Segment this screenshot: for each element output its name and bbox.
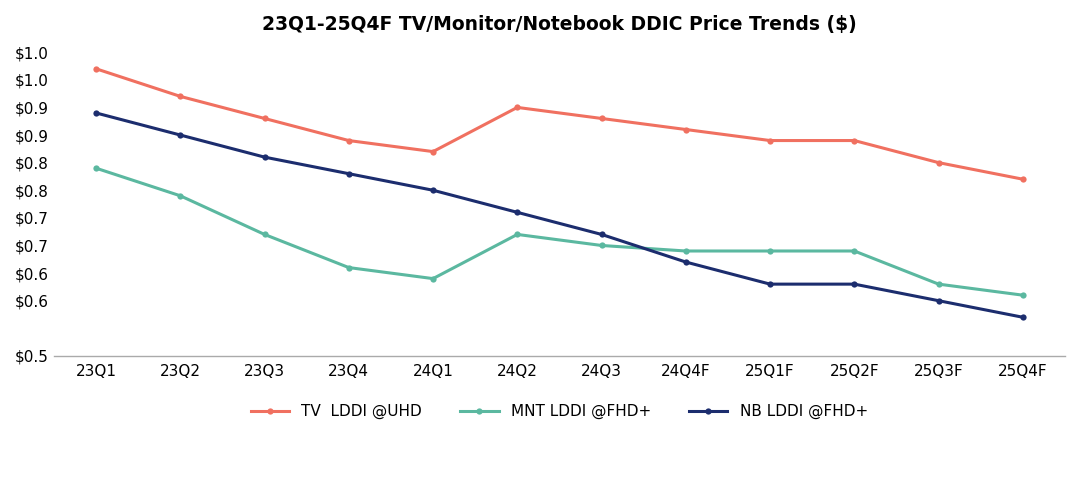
NB LDDI @FHD+ bbox=[342, 171, 355, 176]
MNT LDDI @FHD+ bbox=[679, 248, 692, 254]
TV  LDDI @UHD bbox=[427, 149, 440, 155]
NB LDDI @FHD+ bbox=[932, 298, 945, 304]
MNT LDDI @FHD+ bbox=[511, 231, 524, 237]
NB LDDI @FHD+ bbox=[679, 259, 692, 265]
TV  LDDI @UHD bbox=[932, 160, 945, 166]
TV  LDDI @UHD bbox=[679, 126, 692, 132]
MNT LDDI @FHD+ bbox=[174, 193, 187, 199]
TV  LDDI @UHD bbox=[258, 116, 271, 122]
NB LDDI @FHD+ bbox=[174, 132, 187, 138]
Legend: TV  LDDI @UHD, MNT LDDI @FHD+, NB LDDI @FHD+: TV LDDI @UHD, MNT LDDI @FHD+, NB LDDI @F… bbox=[245, 398, 874, 426]
MNT LDDI @FHD+ bbox=[90, 165, 103, 171]
TV  LDDI @UHD bbox=[511, 104, 524, 110]
NB LDDI @FHD+ bbox=[511, 209, 524, 215]
MNT LDDI @FHD+ bbox=[932, 281, 945, 287]
MNT LDDI @FHD+ bbox=[595, 243, 608, 248]
TV  LDDI @UHD bbox=[174, 93, 187, 99]
TV  LDDI @UHD bbox=[1016, 176, 1029, 182]
MNT LDDI @FHD+ bbox=[258, 231, 271, 237]
Title: 23Q1-25Q4F TV/Monitor/Notebook DDIC Price Trends ($): 23Q1-25Q4F TV/Monitor/Notebook DDIC Pric… bbox=[262, 15, 856, 34]
MNT LDDI @FHD+ bbox=[764, 248, 777, 254]
MNT LDDI @FHD+ bbox=[342, 265, 355, 271]
TV  LDDI @UHD bbox=[342, 138, 355, 143]
Line: MNT LDDI @FHD+: MNT LDDI @FHD+ bbox=[93, 165, 1026, 298]
TV  LDDI @UHD bbox=[595, 116, 608, 122]
MNT LDDI @FHD+ bbox=[848, 248, 861, 254]
MNT LDDI @FHD+ bbox=[1016, 292, 1029, 298]
NB LDDI @FHD+ bbox=[1016, 314, 1029, 320]
NB LDDI @FHD+ bbox=[427, 187, 440, 193]
Line: NB LDDI @FHD+: NB LDDI @FHD+ bbox=[93, 110, 1026, 320]
TV  LDDI @UHD bbox=[848, 138, 861, 143]
TV  LDDI @UHD bbox=[90, 66, 103, 71]
NB LDDI @FHD+ bbox=[258, 154, 271, 160]
NB LDDI @FHD+ bbox=[764, 281, 777, 287]
NB LDDI @FHD+ bbox=[848, 281, 861, 287]
MNT LDDI @FHD+ bbox=[427, 276, 440, 281]
Line: TV  LDDI @UHD: TV LDDI @UHD bbox=[93, 66, 1026, 182]
NB LDDI @FHD+ bbox=[595, 231, 608, 237]
NB LDDI @FHD+ bbox=[90, 110, 103, 116]
TV  LDDI @UHD bbox=[764, 138, 777, 143]
